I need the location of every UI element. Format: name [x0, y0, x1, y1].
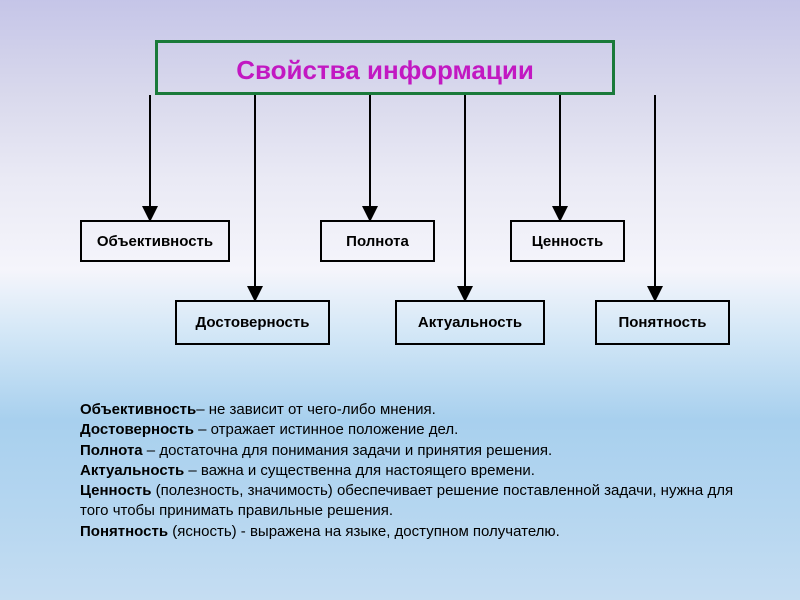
node-достоверность: Достоверность — [175, 300, 330, 345]
definition-text: (полезность, значимость) обеспечивает ре… — [80, 482, 733, 519]
definition-term: Актуальность — [80, 462, 184, 479]
definitions-block: Объективность– не зависит от чего-либо м… — [80, 400, 740, 542]
definition-text: (ясность) - выражена на языке, доступном… — [168, 523, 560, 540]
definition-term: Понятность — [80, 523, 168, 540]
definition-line: Полнота – достаточна для понимания задач… — [80, 441, 740, 461]
definition-text: – важна и существенна для настоящего вре… — [184, 462, 535, 479]
node-label: Актуальность — [418, 314, 522, 331]
node-актуальность: Актуальность — [395, 300, 545, 345]
definition-term: Ценность — [80, 482, 151, 499]
node-полнота: Полнота — [320, 220, 435, 262]
definition-line: Достоверность – отражает истинное положе… — [80, 420, 740, 440]
definition-line: Объективность– не зависит от чего-либо м… — [80, 400, 740, 420]
node-ценность: Ценность — [510, 220, 625, 262]
node-label: Ценность — [532, 233, 603, 250]
definition-text: – не зависит от чего-либо мнения. — [196, 401, 436, 418]
definition-line: Актуальность – важна и существенна для н… — [80, 461, 740, 481]
node-label: Достоверность — [196, 314, 310, 331]
definition-line: Понятность (ясность) - выражена на языке… — [80, 522, 740, 542]
node-label: Полнота — [346, 233, 409, 250]
definition-line: Ценность (полезность, значимость) обеспе… — [80, 481, 740, 522]
node-label: Объективность — [97, 233, 213, 250]
definition-term: Достоверность — [80, 421, 194, 438]
definition-text: – достаточна для понимания задачи и прин… — [143, 442, 553, 459]
node-объективность: Объективность — [80, 220, 230, 262]
definition-text: – отражает истинное положение дел. — [194, 421, 458, 438]
definition-term: Полнота — [80, 442, 143, 459]
definition-term: Объективность — [80, 401, 196, 418]
node-label: Понятность — [618, 314, 706, 331]
node-понятность: Понятность — [595, 300, 730, 345]
